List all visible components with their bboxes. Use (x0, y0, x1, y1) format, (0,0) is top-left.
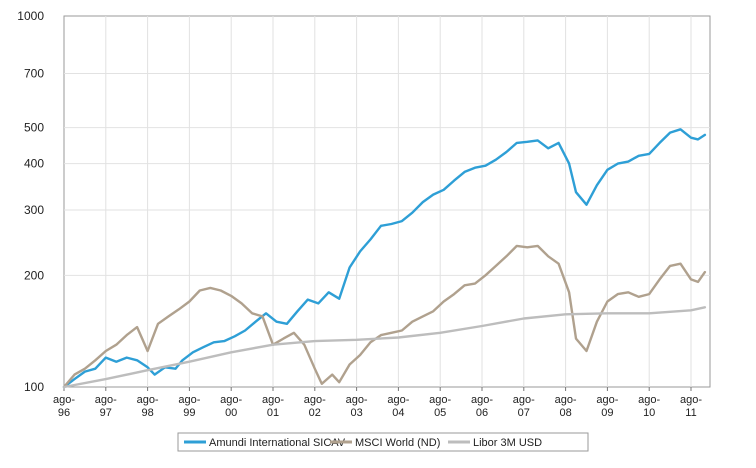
y-tick-label: 400 (24, 157, 44, 171)
x-tick-label-bottom: 07 (518, 407, 530, 419)
x-tick-label-bottom: 09 (601, 407, 613, 419)
x-tick-label-top: ago- (429, 394, 451, 406)
series-line-1 (62, 128, 707, 389)
x-tick-label-bottom: 05 (434, 407, 446, 419)
x-tick-label-top: ago- (346, 394, 368, 406)
x-tick-label-top: ago- (555, 394, 577, 406)
x-tick-label-bottom: 00 (225, 407, 237, 419)
x-tick-label-bottom: 02 (309, 407, 321, 419)
y-axis-tick-labels: 100 200 300 400 500 700 1000 (17, 9, 44, 394)
x-tick-label-top: ago- (137, 394, 159, 406)
x-tick-label-bottom: 96 (58, 407, 70, 419)
x-axis-tick-labels: ago-96ago-97ago-98ago-99ago-00ago-01ago-… (53, 394, 702, 419)
x-tick-label-top: ago- (471, 394, 493, 406)
legend: Amundi International SICAV MSCI World (ND… (177, 432, 589, 452)
x-tick-label-top: ago- (95, 394, 117, 406)
plot-area (63, 15, 711, 388)
legend-label: MSCI World (ND) (355, 437, 440, 449)
y-tick-label: 100 (24, 380, 44, 394)
x-tick-label-bottom: 01 (267, 407, 279, 419)
x-tick-label-top: ago- (178, 394, 200, 406)
x-tick-label-bottom: 08 (559, 407, 571, 419)
x-tick-label-bottom: 11 (685, 407, 696, 419)
x-tick-label-top: ago- (53, 394, 75, 406)
x-tick-label-top: ago- (596, 394, 618, 406)
x-tick-label-top: ago- (513, 394, 535, 406)
legend-label: Libor 3M USD (473, 437, 542, 449)
x-tick-label-top: ago- (304, 394, 326, 406)
x-tick-label-top: ago- (262, 394, 284, 406)
y-tick-label: 200 (24, 268, 44, 282)
series-lines (62, 128, 707, 389)
x-tick-label-bottom: 98 (141, 407, 153, 419)
series-line-2 (62, 244, 707, 389)
x-tick-label-top: ago- (220, 394, 242, 406)
y-tick-label: 1000 (17, 9, 44, 23)
series-line-3 (62, 306, 707, 389)
legend-box (177, 432, 589, 452)
x-tick-label-bottom: 06 (476, 407, 488, 419)
legend-label: Amundi International SICAV (209, 437, 346, 449)
y-tick-label: 300 (24, 203, 44, 217)
y-tick-label: 500 (24, 121, 44, 135)
x-tick-label-bottom: 10 (643, 407, 655, 419)
x-tick-label-bottom: 04 (392, 407, 404, 419)
gridlines (63, 16, 710, 391)
x-tick-label-bottom: 99 (183, 407, 195, 419)
x-tick-label-top: ago- (387, 394, 409, 406)
x-tick-label-bottom: 97 (100, 407, 112, 419)
x-tick-label-bottom: 03 (350, 407, 362, 419)
x-tick-label-top: ago- (638, 394, 660, 406)
x-tick-label-top: ago- (680, 394, 702, 406)
y-tick-label: 700 (24, 66, 44, 80)
